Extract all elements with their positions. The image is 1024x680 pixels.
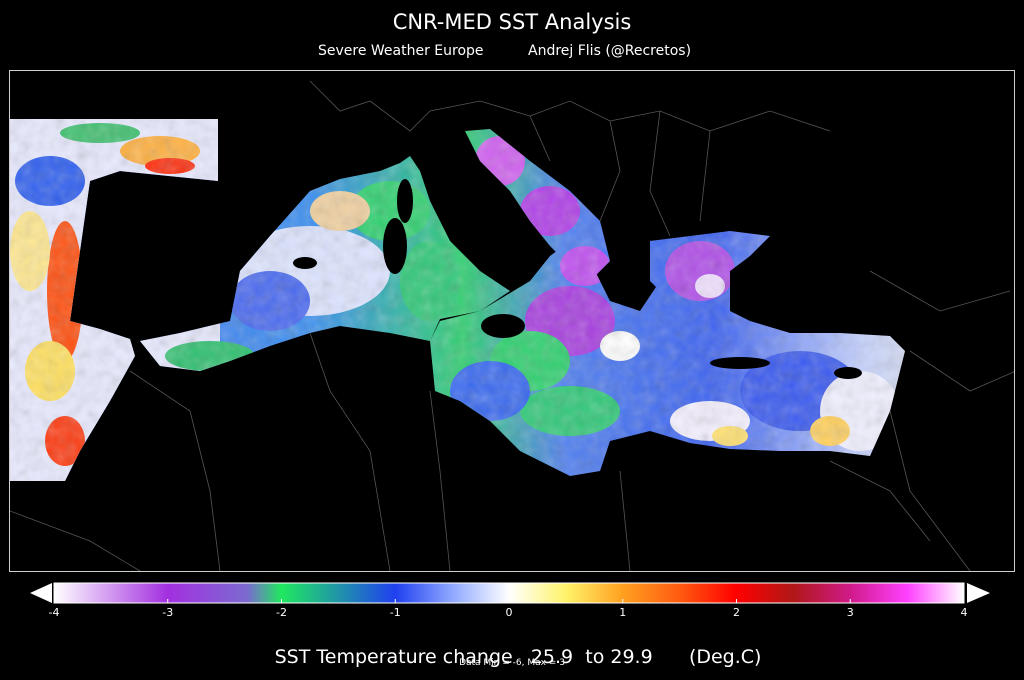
- range-to-word: to: [585, 646, 605, 668]
- colorbar-left-arrow: [30, 583, 52, 603]
- colorbar-tick-label: 0: [505, 606, 513, 619]
- colorbar-variable-label: SST Temperature change: [274, 646, 513, 668]
- range-to: 29.9: [610, 646, 653, 668]
- colorbar-tick-marks: [53, 599, 965, 603]
- colorbar: [30, 582, 990, 604]
- land-islands: [293, 179, 862, 379]
- sst-map: [10, 80, 1014, 571]
- subtitle-source: Severe Weather Europe: [318, 43, 484, 59]
- colorbar-tick-label: 4: [960, 606, 968, 619]
- colorbar-right-arrow: [967, 583, 990, 603]
- map-panel: [9, 70, 1015, 572]
- map-title: CNR-MED SST Analysis: [392, 10, 632, 34]
- colorbar-tick-label: -1: [389, 606, 401, 619]
- colorbar-tick-label: -2: [276, 606, 287, 619]
- country-borders: [10, 80, 1014, 571]
- colorbar-title: SST Temperature change 25.9 to 29.9 (Deg…: [0, 624, 1024, 668]
- range-from: 25.9: [530, 646, 574, 668]
- data-min-max-note: Data Min = -6, Max = 3: [459, 658, 565, 668]
- colorbar-tick-label: 3: [846, 606, 854, 619]
- colorbar-tick-label: 1: [619, 606, 627, 619]
- colorbar-tick-label: 2: [733, 606, 740, 619]
- colorbar-tick-label: -4: [48, 606, 60, 619]
- unit-label: (Deg.C): [688, 646, 762, 668]
- subtitle-author: Andrej Flis (@Recretos): [528, 43, 692, 59]
- colorbar-tick-label: -3: [162, 606, 174, 619]
